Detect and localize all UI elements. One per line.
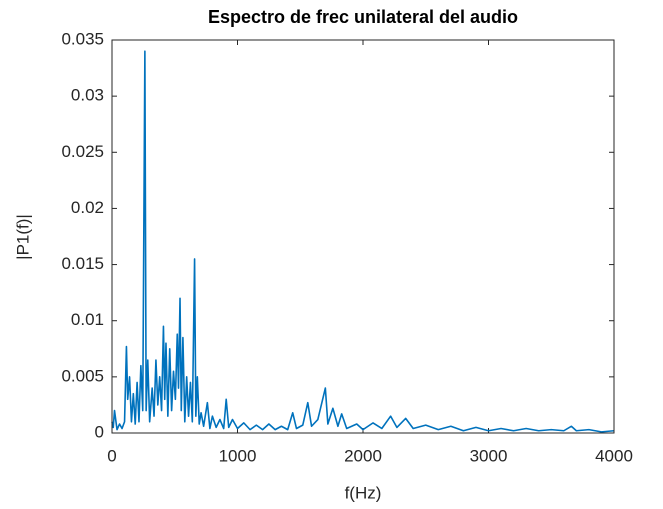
x-tick-label: 0 (107, 446, 116, 465)
y-tick-label: 0.025 (61, 142, 104, 161)
y-tick-label: 0.015 (61, 254, 104, 273)
y-tick-label: 0.01 (71, 310, 104, 329)
y-tick-label: 0.005 (61, 366, 104, 385)
x-tick-label: 4000 (595, 446, 633, 465)
y-axis-label: |P1(f)| (13, 214, 32, 260)
y-tick-label: 0.035 (61, 29, 104, 48)
x-tick-label: 1000 (219, 446, 257, 465)
y-tick-label: 0.02 (71, 198, 104, 217)
y-tick-label: 0.03 (71, 86, 104, 105)
x-tick-label: 2000 (344, 446, 382, 465)
x-axis-label: f(Hz) (345, 483, 382, 502)
chart-title: Espectro de frec unilateral del audio (208, 7, 518, 27)
line-series (111, 50, 615, 433)
x-tick-label: 3000 (470, 446, 508, 465)
y-tick-label: 0 (95, 422, 104, 441)
axes-box (111, 39, 615, 434)
